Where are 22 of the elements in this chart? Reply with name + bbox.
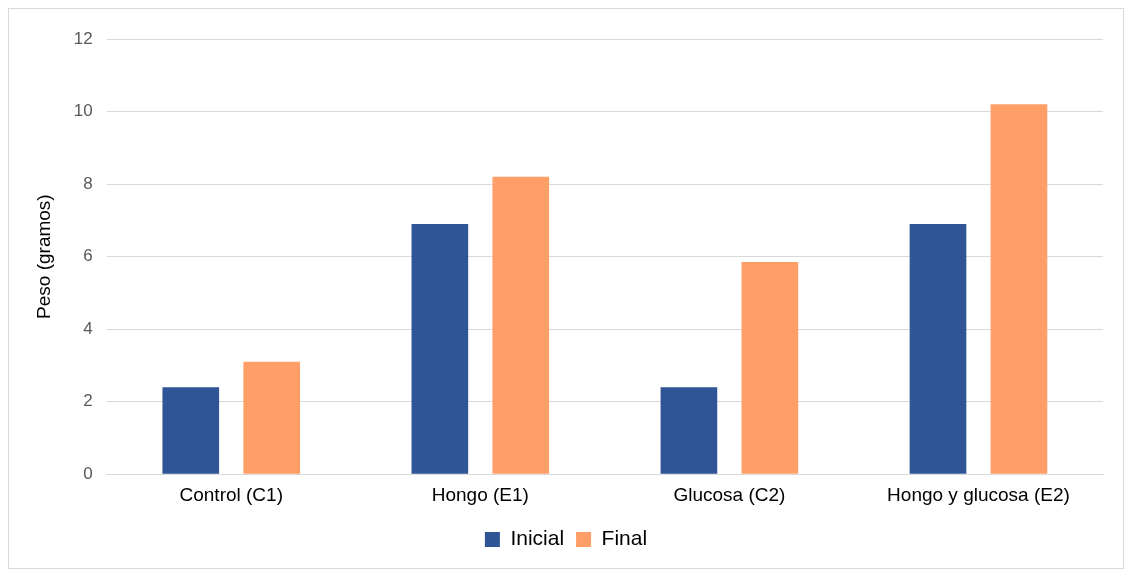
y-axis-title: Peso (gramos) [32, 194, 54, 319]
y-tick-label: 10 [73, 101, 93, 121]
bar [411, 223, 469, 474]
bar [660, 387, 718, 474]
bar [990, 104, 1048, 474]
y-tick-label: 8 [83, 173, 93, 193]
bar [492, 176, 550, 474]
legend-label: Final [601, 526, 648, 550]
y-tick-label: 6 [83, 246, 93, 266]
legend-label: Inicial [510, 526, 565, 550]
bar [162, 387, 220, 474]
x-tick-label: Hongo (E1) [431, 483, 529, 505]
bar [243, 361, 301, 474]
y-tick-label: 4 [83, 318, 93, 338]
bar [909, 223, 967, 474]
y-tick-label: 2 [83, 391, 93, 411]
bar [741, 262, 799, 474]
y-tick-label: 0 [83, 463, 93, 483]
y-tick-label: 12 [73, 28, 93, 48]
x-tick-label: Control (C1) [179, 483, 283, 505]
x-tick-label: Glucosa (C2) [673, 483, 786, 505]
x-tick-label: Hongo y glucosa (E2) [887, 483, 1070, 505]
